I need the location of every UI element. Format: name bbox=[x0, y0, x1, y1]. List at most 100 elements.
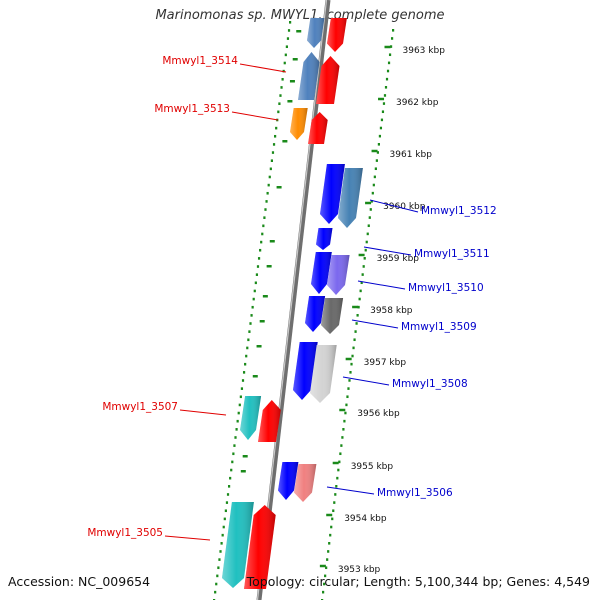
outer-ring-dot bbox=[349, 371, 352, 374]
inner-ring-dot bbox=[265, 200, 268, 203]
gene-3506-shade bbox=[294, 464, 317, 502]
gene-leader-line bbox=[179, 409, 227, 416]
gc-dash bbox=[259, 320, 265, 323]
inner-ring-dot bbox=[245, 354, 248, 358]
gene-label: Mmwyl1_3514 bbox=[162, 55, 238, 67]
outer-ring-dot bbox=[327, 550, 330, 553]
outer-ring-dot bbox=[361, 273, 364, 276]
gene-label: Mmwyl1_3509 bbox=[401, 321, 477, 333]
gene-label-layer: Mmwyl1_3514 Mmwyl1_3513 Mmwyl1_3512 Mmwyl1_… bbox=[87, 55, 497, 541]
inner-ring-dot bbox=[215, 582, 218, 586]
summary-text: Topology: circular; Length: 5,100,344 bp… bbox=[246, 574, 590, 589]
outer-ring-dot bbox=[323, 582, 326, 586]
tick-label: 3962 kbp bbox=[396, 98, 439, 108]
outer-ring-dot bbox=[376, 151, 379, 154]
outer-ring-dot bbox=[333, 501, 336, 504]
backbone-highlight bbox=[256, 0, 328, 600]
gc-dash bbox=[296, 30, 302, 33]
backbone-track bbox=[256, 0, 331, 600]
inner-ring-dot bbox=[269, 167, 272, 171]
inner-ring-dot bbox=[226, 493, 230, 496]
inner-ring-dot bbox=[277, 110, 280, 114]
inner-ring-dot bbox=[263, 216, 266, 219]
outer-ring-dot bbox=[377, 143, 380, 146]
outer-ring-dot bbox=[336, 476, 339, 480]
inner-ring-dot bbox=[225, 501, 229, 504]
inner-ring-dot bbox=[275, 126, 278, 130]
outer-dotted-ring bbox=[213, 21, 292, 600]
inner-ring-dot bbox=[235, 428, 238, 431]
outer-ring-dot bbox=[362, 265, 365, 268]
inner-ring-dot bbox=[251, 305, 254, 309]
outer-ring-dot bbox=[387, 61, 391, 65]
outer-ring-dot bbox=[354, 330, 357, 333]
outer-ring-dot bbox=[347, 387, 350, 390]
gc-dash bbox=[240, 470, 246, 473]
outer-ring-dot bbox=[375, 159, 378, 162]
gc-dash bbox=[292, 58, 298, 61]
tick-label: 3955 kbp bbox=[351, 462, 394, 472]
gene-3505-shade bbox=[222, 502, 254, 588]
backbone-line bbox=[256, 0, 331, 600]
inner-ring-dot bbox=[238, 403, 241, 407]
gene-leader-line bbox=[369, 199, 419, 213]
inner-ring-dot bbox=[229, 476, 232, 480]
outer-ring-dot bbox=[381, 110, 385, 114]
inner-ring-dot bbox=[270, 159, 274, 162]
outer-ring-dot bbox=[329, 533, 332, 537]
inner-ring-dot bbox=[264, 208, 267, 211]
gene-3512-shade bbox=[338, 168, 363, 228]
gene-3510-shade bbox=[327, 255, 350, 295]
inner-ring-dot bbox=[261, 232, 264, 236]
gene-3505-cds-shade bbox=[244, 505, 276, 589]
inner-ring-dot bbox=[247, 338, 250, 342]
outer-ring-dot bbox=[351, 354, 354, 358]
inner-ring-dot bbox=[287, 29, 291, 32]
inner-ring-dot bbox=[253, 289, 256, 293]
gene-leader-line bbox=[239, 63, 287, 73]
inner-ring-dot bbox=[249, 322, 252, 325]
inner-ring-dot bbox=[221, 533, 224, 537]
outer-ring-dot bbox=[339, 452, 342, 456]
inner-ring-dot bbox=[256, 265, 260, 268]
kbp-tick-layer: 3963 kbp 3962 kbp 3961 kbp 3960 kbp 3959 kbp… bbox=[319, 45, 445, 575]
tick-label: 3956 kbp bbox=[357, 409, 400, 419]
outer-ring-dot bbox=[324, 574, 327, 578]
outer-ring-dot bbox=[353, 338, 356, 342]
outer-ring-dot bbox=[383, 94, 387, 97]
inner-ring-dot bbox=[227, 485, 231, 488]
gc-dash bbox=[262, 295, 268, 298]
gene-3508-shade bbox=[310, 345, 337, 403]
outer-ring-dot bbox=[392, 29, 395, 32]
inner-ring-dot bbox=[218, 558, 221, 561]
outer-ring-dot bbox=[325, 566, 328, 570]
inner-ring-dot bbox=[254, 281, 257, 285]
gc-dash bbox=[269, 240, 275, 243]
gene-3514-cds-shade bbox=[316, 56, 340, 104]
outer-ring-dot bbox=[360, 281, 363, 285]
outer-ring-dot bbox=[337, 468, 340, 472]
gene-label: Mmwyl1_3513 bbox=[154, 103, 230, 115]
outer-ring-dot bbox=[334, 493, 337, 496]
inner-ring-dot bbox=[214, 590, 217, 594]
outer-ring-dot bbox=[345, 403, 348, 407]
gene-3507-cds-shade bbox=[258, 400, 281, 442]
outer-ring-dot bbox=[368, 216, 371, 219]
inner-ring-dot bbox=[262, 224, 265, 228]
inner-ring-dot bbox=[257, 257, 261, 260]
inner-ring-dot bbox=[223, 517, 226, 521]
gene-label: Mmwyl1_3505 bbox=[87, 527, 163, 539]
inner-ring-dot bbox=[234, 436, 237, 439]
outer-ring-dot bbox=[378, 134, 382, 138]
outer-ring-dot bbox=[380, 118, 384, 122]
outer-ring-dot bbox=[370, 200, 373, 203]
gene-3513-shade bbox=[290, 108, 308, 140]
gc-dash bbox=[287, 100, 293, 103]
inner-ring-dot bbox=[252, 297, 255, 301]
inner-ring-dot bbox=[286, 37, 290, 40]
tick-label: 3959 kbp bbox=[377, 254, 420, 264]
outer-ring-dot bbox=[348, 379, 351, 382]
inner-ring-dot bbox=[240, 387, 244, 390]
outer-ring-dot bbox=[371, 191, 374, 195]
outer-ring-dot bbox=[385, 77, 389, 81]
